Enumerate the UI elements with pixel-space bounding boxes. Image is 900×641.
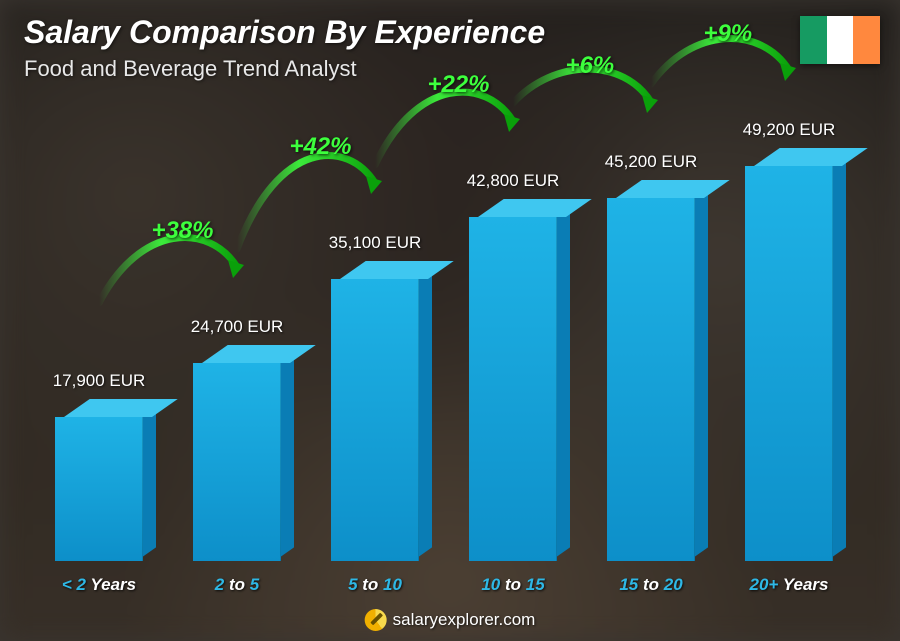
bar (193, 363, 281, 561)
bar-slot: 35,100 EUR5 to 10 (306, 166, 444, 561)
bar (469, 217, 557, 561)
bar-value-label: 49,200 EUR (743, 120, 836, 140)
growth-label: +22% (427, 71, 489, 99)
category-label: 15 to 20 (619, 575, 682, 595)
growth-label: +9% (703, 20, 752, 48)
bar-value-label: 17,900 EUR (53, 371, 146, 391)
bar (331, 279, 419, 561)
chart-subtitle: Food and Beverage Trend Analyst (24, 56, 357, 82)
category-label: < 2 Years (62, 575, 136, 595)
bar (607, 198, 695, 561)
bar-value-label: 24,700 EUR (191, 317, 284, 337)
flag-stripe (853, 16, 880, 64)
bar-slot: 17,900 EUR< 2 Years (30, 166, 168, 561)
category-label: 5 to 10 (348, 575, 402, 595)
bar-slot: 42,800 EUR10 to 15 (444, 166, 582, 561)
footer-attribution: salaryexplorer.com (365, 609, 536, 631)
growth-label: +42% (289, 133, 351, 161)
flag-stripe (827, 16, 854, 64)
bar-slot: 49,200 EUR20+ Years (720, 166, 858, 561)
chart-title: Salary Comparison By Experience (24, 14, 545, 51)
bar-value-label: 35,100 EUR (329, 233, 422, 253)
bar-value-label: 42,800 EUR (467, 171, 560, 191)
bar (745, 166, 833, 561)
footer-text: salaryexplorer.com (393, 610, 536, 630)
bar-slot: 45,200 EUR15 to 20 (582, 166, 720, 561)
bar (55, 417, 143, 561)
category-label: 20+ Years (750, 575, 829, 595)
category-label: 10 to 15 (481, 575, 544, 595)
bar-value-label: 45,200 EUR (605, 152, 698, 172)
growth-label: +6% (565, 52, 614, 80)
logo-icon (365, 609, 387, 631)
flag-stripe (800, 16, 827, 64)
bar-chart: 17,900 EUR< 2 Years24,700 EUR2 to 5+38%3… (30, 100, 860, 561)
growth-label: +38% (151, 217, 213, 245)
flag-ireland (800, 16, 880, 64)
category-label: 2 to 5 (215, 575, 259, 595)
